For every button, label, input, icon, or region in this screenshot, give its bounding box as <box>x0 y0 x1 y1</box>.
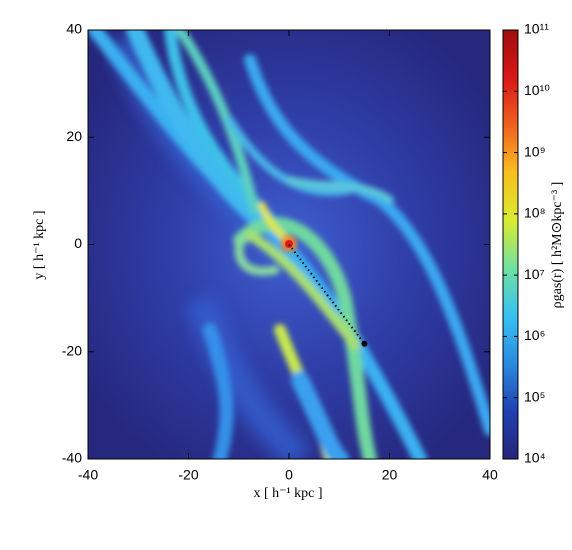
trajectory <box>288 243 366 345</box>
colorbar-tick-label: 10⁷ <box>524 266 545 282</box>
y-axis-label: y [ h⁻¹ kpc ] <box>32 210 47 279</box>
colorbar <box>502 29 519 460</box>
colorbar-tick-label: 10⁵ <box>524 388 545 404</box>
y-tick-label: -40 <box>62 450 82 466</box>
x-axis-label: x [ h⁻¹ kpc ] <box>253 486 322 501</box>
colorbar-tick-label: 10⁸ <box>524 205 546 221</box>
colorbar-tick-label: 10⁹ <box>524 143 546 159</box>
colorbar-tick-label: 10⁶ <box>524 327 545 343</box>
x-tick-label: 0 <box>285 467 293 483</box>
colorbar-tick-label: 10⁴ <box>524 450 546 466</box>
x-tick-label: -40 <box>78 467 98 483</box>
y-tick-label: -20 <box>62 342 82 358</box>
colorbar-tick-label: 10¹⁰ <box>524 82 550 98</box>
y-tick-label: 0 <box>74 235 82 251</box>
x-tick-label: 40 <box>482 467 498 483</box>
x-tick-label: 20 <box>382 467 398 483</box>
density-map <box>88 30 490 459</box>
endpoint <box>361 340 368 347</box>
colorbar-label: ρgas(r) [ h²M⊙kpc⁻³ ] <box>550 182 565 309</box>
y-tick-label: 20 <box>66 128 82 144</box>
x-tick-label: -20 <box>178 467 198 483</box>
colorbar-tick-label: 10¹¹ <box>524 21 549 37</box>
y-tick-label: 40 <box>66 21 82 37</box>
